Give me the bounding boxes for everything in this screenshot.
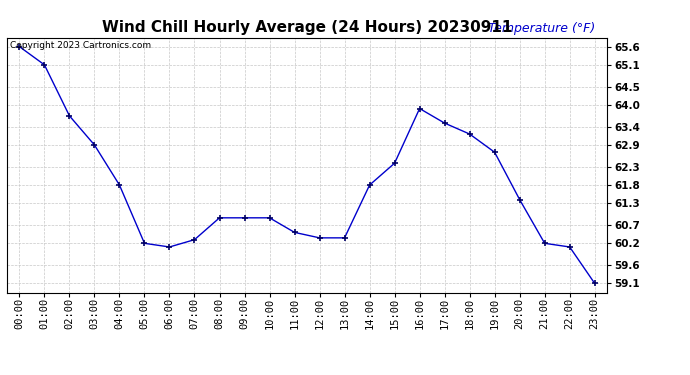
- Title: Wind Chill Hourly Average (24 Hours) 20230911: Wind Chill Hourly Average (24 Hours) 202…: [102, 20, 512, 35]
- Text: Temperature (°F): Temperature (°F): [488, 22, 595, 35]
- Text: Copyright 2023 Cartronics.com: Copyright 2023 Cartronics.com: [10, 41, 151, 50]
